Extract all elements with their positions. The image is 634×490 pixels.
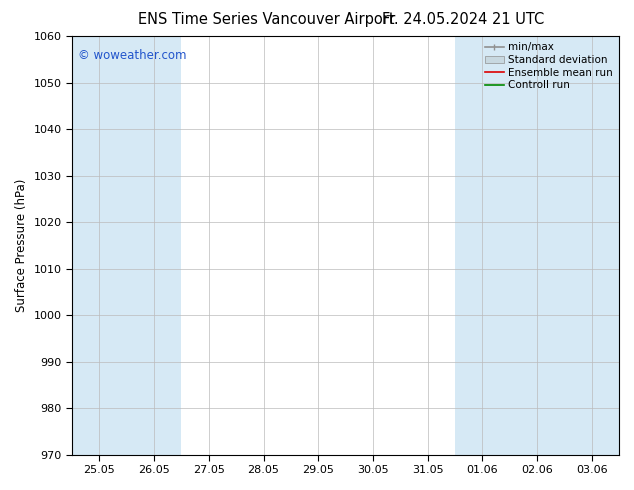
Legend: min/max, Standard deviation, Ensemble mean run, Controll run: min/max, Standard deviation, Ensemble me… bbox=[481, 38, 617, 95]
Bar bbox=[455, 36, 619, 455]
Bar bbox=[72, 36, 181, 455]
Text: Fr. 24.05.2024 21 UTC: Fr. 24.05.2024 21 UTC bbox=[382, 12, 544, 27]
Text: ENS Time Series Vancouver Airport: ENS Time Series Vancouver Airport bbox=[138, 12, 394, 27]
Text: © woweather.com: © woweather.com bbox=[77, 49, 186, 62]
Y-axis label: Surface Pressure (hPa): Surface Pressure (hPa) bbox=[15, 179, 28, 312]
